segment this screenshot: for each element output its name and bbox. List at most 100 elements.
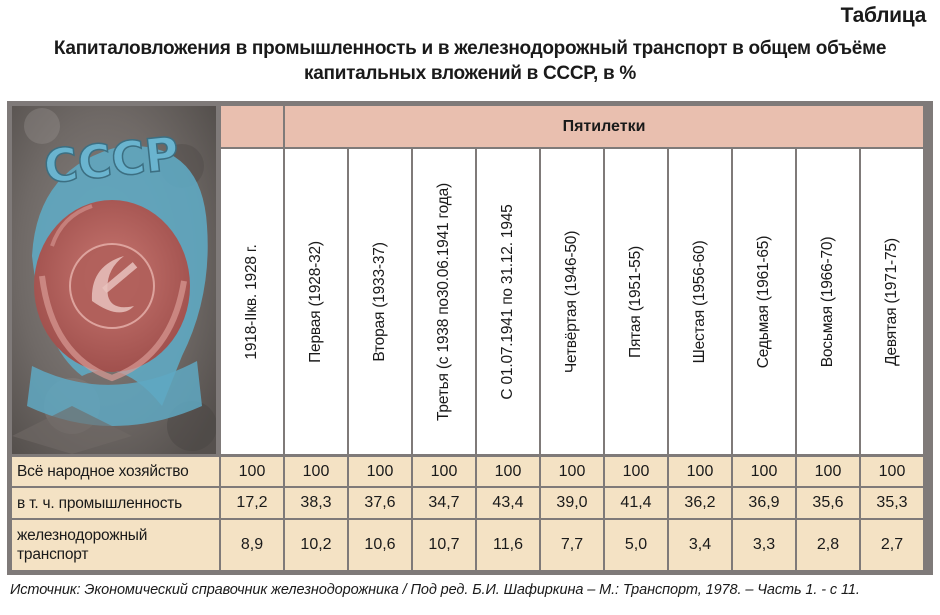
- period-label: Седьмая (1961-65): [755, 235, 772, 368]
- value-cell: 41,4: [605, 488, 667, 518]
- value-cell: 3,4: [669, 520, 731, 570]
- value-text: 43,4: [492, 494, 524, 511]
- value-text: 5,0: [624, 536, 648, 553]
- value-cell: 36,2: [669, 488, 731, 518]
- value-cell: 10,2: [285, 520, 347, 570]
- period-header-cell: Седьмая (1961-65): [733, 149, 795, 454]
- value-cell: 10,7: [413, 520, 475, 570]
- value-cell: 11,6: [477, 520, 539, 570]
- value-text: 3,4: [688, 536, 712, 553]
- period-label: Четвёртая (1946-50): [563, 230, 580, 373]
- emblem-svg: СССР: [12, 106, 216, 454]
- source-note: Источник: Экономический справочник желез…: [10, 582, 860, 598]
- value-cell: 100: [349, 457, 411, 486]
- period-header-cell: Вторая (1933-37): [349, 149, 411, 454]
- period-header-cell: Третья (с 1938 по30.06.1941 года): [413, 149, 475, 454]
- period-label: Шестая (1956-60): [691, 240, 708, 363]
- value-text: 36,2: [684, 494, 716, 511]
- value-cell: 10,6: [349, 520, 411, 570]
- period-header-cell: Шестая (1956-60): [669, 149, 731, 454]
- value-cell: 100: [669, 457, 731, 486]
- value-cell: 36,9: [733, 488, 795, 518]
- value-text: 38,3: [300, 494, 332, 511]
- period-label: Пятая (1951-55): [627, 245, 644, 358]
- value-text: 36,9: [748, 494, 780, 511]
- value-text: 100: [622, 462, 650, 480]
- value-text: 2,7: [880, 536, 904, 553]
- period-label: Восьмая (1966-70): [819, 236, 836, 367]
- value-cell: 3,3: [733, 520, 795, 570]
- row-label-cell: в т. ч. промышленность: [12, 488, 219, 518]
- value-text: 100: [366, 462, 394, 480]
- value-cell: 100: [797, 457, 859, 486]
- value-text: 2,8: [816, 536, 840, 553]
- value-cell: 37,6: [349, 488, 411, 518]
- value-text: 100: [238, 462, 266, 480]
- period-header-cell: Девятая (1971-75): [861, 149, 923, 454]
- period-header-cell: Четвёртая (1946-50): [541, 149, 603, 454]
- value-text: 17,2: [236, 494, 268, 511]
- group-header-cell: Пятилетки: [285, 106, 923, 147]
- group-header-label: Пятилетки: [562, 117, 646, 135]
- period-label: Третья (с 1938 по30.06.1941 года): [435, 182, 452, 421]
- value-cell: 100: [477, 457, 539, 486]
- page-title: Капиталовложения в промышленность и в же…: [0, 36, 940, 86]
- period-header-cell: 1918-IIкв. 1928 г.: [221, 149, 283, 454]
- value-text: 100: [878, 462, 906, 480]
- period-header-cell: Восьмая (1966-70): [797, 149, 859, 454]
- value-cell: 35,6: [797, 488, 859, 518]
- period-label: Вторая (1933-37): [371, 241, 388, 362]
- value-cell: 7,7: [541, 520, 603, 570]
- value-text: 11,6: [493, 536, 523, 553]
- value-text: 10,6: [364, 536, 396, 553]
- value-text: 100: [494, 462, 522, 480]
- value-cell: 100: [861, 457, 923, 486]
- value-cell: 100: [413, 457, 475, 486]
- value-cell: 17,2: [221, 488, 283, 518]
- period-label: С 01.07.1941 по 31.12. 1945: [499, 203, 516, 400]
- value-cell: 39,0: [541, 488, 603, 518]
- ussr-emblem-image: СССР: [12, 106, 216, 454]
- value-text: 35,6: [812, 494, 844, 511]
- period-header-cell: Пятая (1951-55): [605, 149, 667, 454]
- value-cell: 100: [733, 457, 795, 486]
- value-text: 100: [750, 462, 778, 480]
- value-text: 39,0: [556, 494, 588, 511]
- period-header-cell: Первая (1928-32): [285, 149, 347, 454]
- period-label: 1918-IIкв. 1928 г.: [243, 243, 260, 360]
- value-text: 100: [686, 462, 714, 480]
- value-text: 100: [302, 462, 330, 480]
- value-cell: 2,7: [861, 520, 923, 570]
- value-text: 34,7: [428, 494, 460, 511]
- value-text: 41,4: [620, 494, 652, 511]
- value-text: 10,2: [300, 536, 332, 553]
- value-text: 37,6: [364, 494, 396, 511]
- value-cell: 38,3: [285, 488, 347, 518]
- value-cell: 2,8: [797, 520, 859, 570]
- title-line-1: Капиталовложения в промышленность и в же…: [53, 38, 887, 59]
- value-text: 100: [558, 462, 586, 480]
- value-text: 7,7: [560, 536, 584, 553]
- value-cell: 100: [541, 457, 603, 486]
- value-cell: 100: [221, 457, 283, 486]
- period-label: Девятая (1971-75): [883, 237, 900, 366]
- period-header-cell: С 01.07.1941 по 31.12. 1945: [477, 149, 539, 454]
- header-empty-cell: [221, 106, 283, 147]
- value-text: 8,9: [240, 536, 264, 553]
- row-label-cell: железнодорожный транспорт: [12, 520, 219, 570]
- row-label-cell: Всё народное хозяйство: [12, 457, 219, 486]
- title-line-2: капитальных вложений в СССР, в %: [304, 63, 636, 84]
- value-cell: 35,3: [861, 488, 923, 518]
- value-text: 10,7: [428, 536, 460, 553]
- value-text: 100: [430, 462, 458, 480]
- value-cell: 5,0: [605, 520, 667, 570]
- value-text: 3,3: [752, 536, 776, 553]
- row-label: Всё народное хозяйство: [17, 463, 189, 480]
- value-text: 100: [814, 462, 842, 480]
- row-label: в т. ч. промышленность: [17, 494, 183, 512]
- value-cell: 100: [285, 457, 347, 486]
- row-label: железнодорожный транспорт: [17, 527, 148, 563]
- value-cell: 8,9: [221, 520, 283, 570]
- table-label: Таблица: [840, 4, 927, 27]
- value-cell: 34,7: [413, 488, 475, 518]
